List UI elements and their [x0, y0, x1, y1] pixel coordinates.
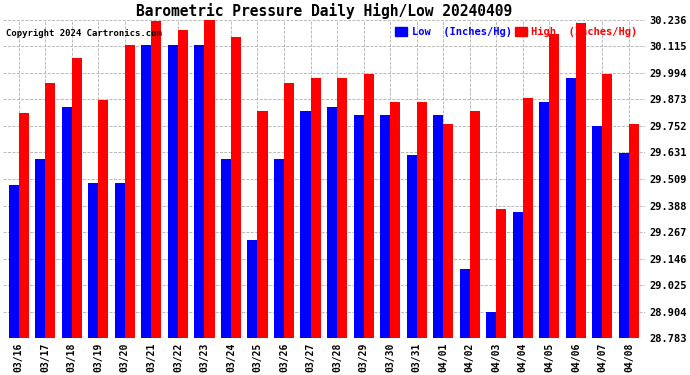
Bar — [470, 111, 480, 338]
Bar — [443, 124, 453, 338]
Bar — [72, 58, 82, 338]
Bar — [433, 116, 443, 338]
Bar — [540, 102, 549, 338]
Bar — [353, 116, 364, 338]
Bar — [204, 19, 215, 338]
Bar — [274, 159, 284, 338]
Bar — [486, 312, 496, 338]
Bar — [151, 21, 161, 338]
Bar — [460, 268, 470, 338]
Bar — [602, 74, 613, 338]
Bar — [141, 45, 151, 338]
Bar — [576, 24, 586, 338]
Bar — [592, 126, 602, 338]
Bar — [231, 37, 241, 338]
Bar — [284, 82, 294, 338]
Bar — [248, 240, 257, 338]
Bar — [513, 212, 523, 338]
Bar — [619, 153, 629, 338]
Bar — [327, 106, 337, 338]
Bar — [125, 45, 135, 338]
Bar — [88, 183, 98, 338]
Text: Copyright 2024 Cartronics.com: Copyright 2024 Cartronics.com — [6, 30, 162, 39]
Bar — [300, 111, 310, 338]
Bar — [98, 100, 108, 338]
Bar — [566, 78, 576, 338]
Bar — [629, 124, 639, 338]
Bar — [35, 159, 46, 338]
Bar — [8, 185, 19, 338]
Bar — [115, 183, 125, 338]
Bar — [61, 106, 72, 338]
Bar — [46, 82, 55, 338]
Bar — [390, 102, 400, 338]
Bar — [257, 111, 268, 338]
Bar — [406, 155, 417, 338]
Title: Barometric Pressure Daily High/Low 20240409: Barometric Pressure Daily High/Low 20240… — [136, 3, 512, 19]
Bar — [523, 98, 533, 338]
Bar — [364, 74, 374, 338]
Bar — [549, 34, 560, 338]
Legend: Low  (Inches/Hg), High  (Inches/Hg): Low (Inches/Hg), High (Inches/Hg) — [393, 25, 640, 39]
Bar — [195, 45, 204, 338]
Bar — [496, 210, 506, 338]
Bar — [168, 45, 178, 338]
Bar — [310, 78, 321, 338]
Bar — [380, 116, 390, 338]
Bar — [221, 159, 231, 338]
Bar — [417, 102, 427, 338]
Bar — [178, 30, 188, 338]
Bar — [19, 113, 29, 338]
Bar — [337, 78, 347, 338]
